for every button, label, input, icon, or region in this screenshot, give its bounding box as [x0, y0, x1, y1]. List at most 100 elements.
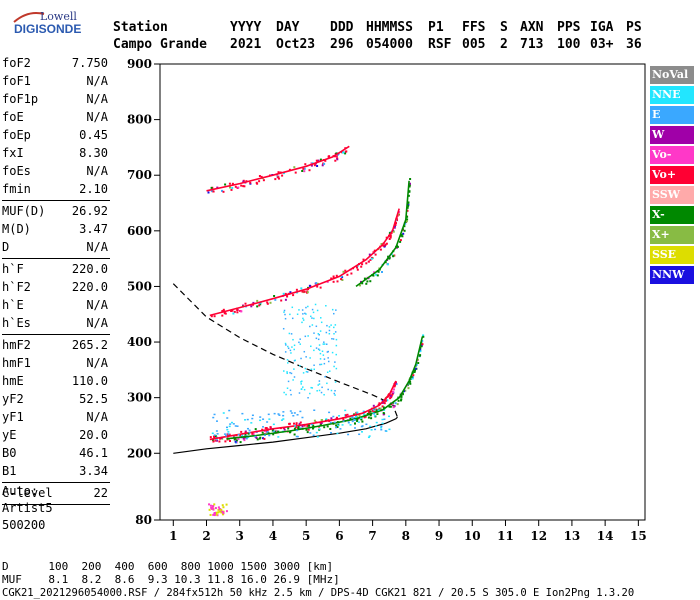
echo-point [360, 265, 363, 268]
echo-point [323, 426, 326, 429]
echo-point [287, 362, 289, 364]
echo-point [326, 371, 329, 374]
echo-point [311, 308, 314, 311]
echo-point [375, 273, 378, 276]
x-tick-label: 7 [368, 529, 376, 543]
x-tick-label: 5 [302, 529, 310, 543]
echo-point [222, 513, 225, 516]
param-key: h`F [2, 262, 24, 276]
echo-point [388, 428, 391, 431]
echo-point [298, 422, 301, 425]
echo-point [318, 380, 321, 382]
echo-point [251, 417, 254, 420]
echo-point [283, 370, 285, 372]
param-key: B1 [2, 464, 17, 478]
echo-point [400, 398, 403, 401]
echo-point [303, 424, 306, 427]
param-value: N/A [86, 356, 108, 370]
echo-point [277, 171, 280, 174]
echo-point [332, 280, 335, 283]
echo-point [313, 364, 315, 366]
echo-point [311, 387, 314, 389]
x-tick-label: 8 [402, 529, 410, 543]
echo-point [403, 390, 406, 393]
echo-point [312, 427, 314, 430]
echo-point [379, 407, 382, 410]
param-row: yF2 52.5 [2, 392, 110, 410]
echo-point [261, 431, 264, 434]
echo-point [361, 431, 364, 433]
echo-point [290, 412, 293, 414]
echo-point [290, 352, 292, 354]
x-tick-label: 12 [530, 529, 547, 543]
param-value: N/A [86, 92, 108, 106]
echo-point [411, 376, 414, 379]
header-row1-9: PPS [557, 20, 581, 35]
echo-point [409, 182, 411, 185]
echo-point [323, 162, 326, 165]
legend-entry-e: E [650, 106, 694, 124]
echo-point [380, 427, 383, 429]
echo-point [209, 513, 212, 516]
header-row2-1: 2021 [230, 37, 262, 52]
echo-point [320, 419, 323, 421]
param-row: hmE 110.0 [2, 374, 110, 392]
legend-entry-ssw: SSW [650, 186, 694, 204]
x-tick-label: 4 [269, 529, 277, 543]
echo-point [221, 310, 224, 312]
logo-swoosh-icon [13, 12, 45, 23]
echo-point [219, 437, 222, 440]
echo-point [336, 157, 339, 160]
echo-point [274, 298, 277, 301]
param-row: foF2 7.750 [2, 56, 110, 74]
echo-point [351, 416, 354, 419]
echo-point [357, 421, 360, 423]
legend-entry-nnw: NNW [650, 266, 694, 284]
echo-point [274, 430, 277, 433]
echo-point [304, 335, 307, 338]
echo-point [291, 317, 294, 320]
echo-point [370, 257, 373, 260]
echo-point [222, 412, 225, 414]
echo-point [372, 409, 375, 411]
echo-point [373, 271, 376, 274]
param-value: 7.750 [71, 56, 108, 70]
echo-point [293, 422, 295, 425]
echo-point [244, 302, 247, 305]
echo-point [295, 435, 298, 438]
echo-point [283, 309, 286, 312]
echo-point [226, 417, 229, 419]
echo-point [379, 248, 382, 251]
echo-point [248, 429, 251, 432]
param-row: foE N/A [2, 110, 110, 128]
echo-point [239, 434, 242, 437]
echo-point [317, 333, 320, 335]
echo-point [403, 225, 406, 228]
param-row: B1 3.34 [2, 464, 110, 482]
header-row2-11: 36 [626, 37, 642, 52]
param-key: yF1 [2, 410, 24, 424]
echo-point [334, 381, 337, 383]
echo-point [375, 421, 378, 424]
echo-point [250, 305, 253, 308]
echo-point [332, 338, 335, 340]
echo-point [317, 338, 320, 341]
echo-point [218, 510, 221, 513]
echo-point [356, 268, 359, 271]
echo-point [289, 349, 292, 352]
y-tick-label: 800 [127, 113, 152, 127]
echo-point [368, 253, 371, 256]
param-key: yE [2, 428, 17, 442]
echo-point [310, 345, 312, 348]
echo-point [333, 326, 335, 329]
echo-point [307, 305, 309, 308]
echo-point [344, 152, 347, 155]
echo-point [304, 312, 306, 315]
header-row2-0: Campo Grande [113, 37, 207, 52]
echo-point [335, 338, 338, 341]
param-row: h`E N/A [2, 298, 110, 316]
echo-point [377, 409, 380, 411]
echo-point [212, 190, 215, 193]
echo-point [232, 423, 235, 425]
echo-point [384, 399, 387, 402]
